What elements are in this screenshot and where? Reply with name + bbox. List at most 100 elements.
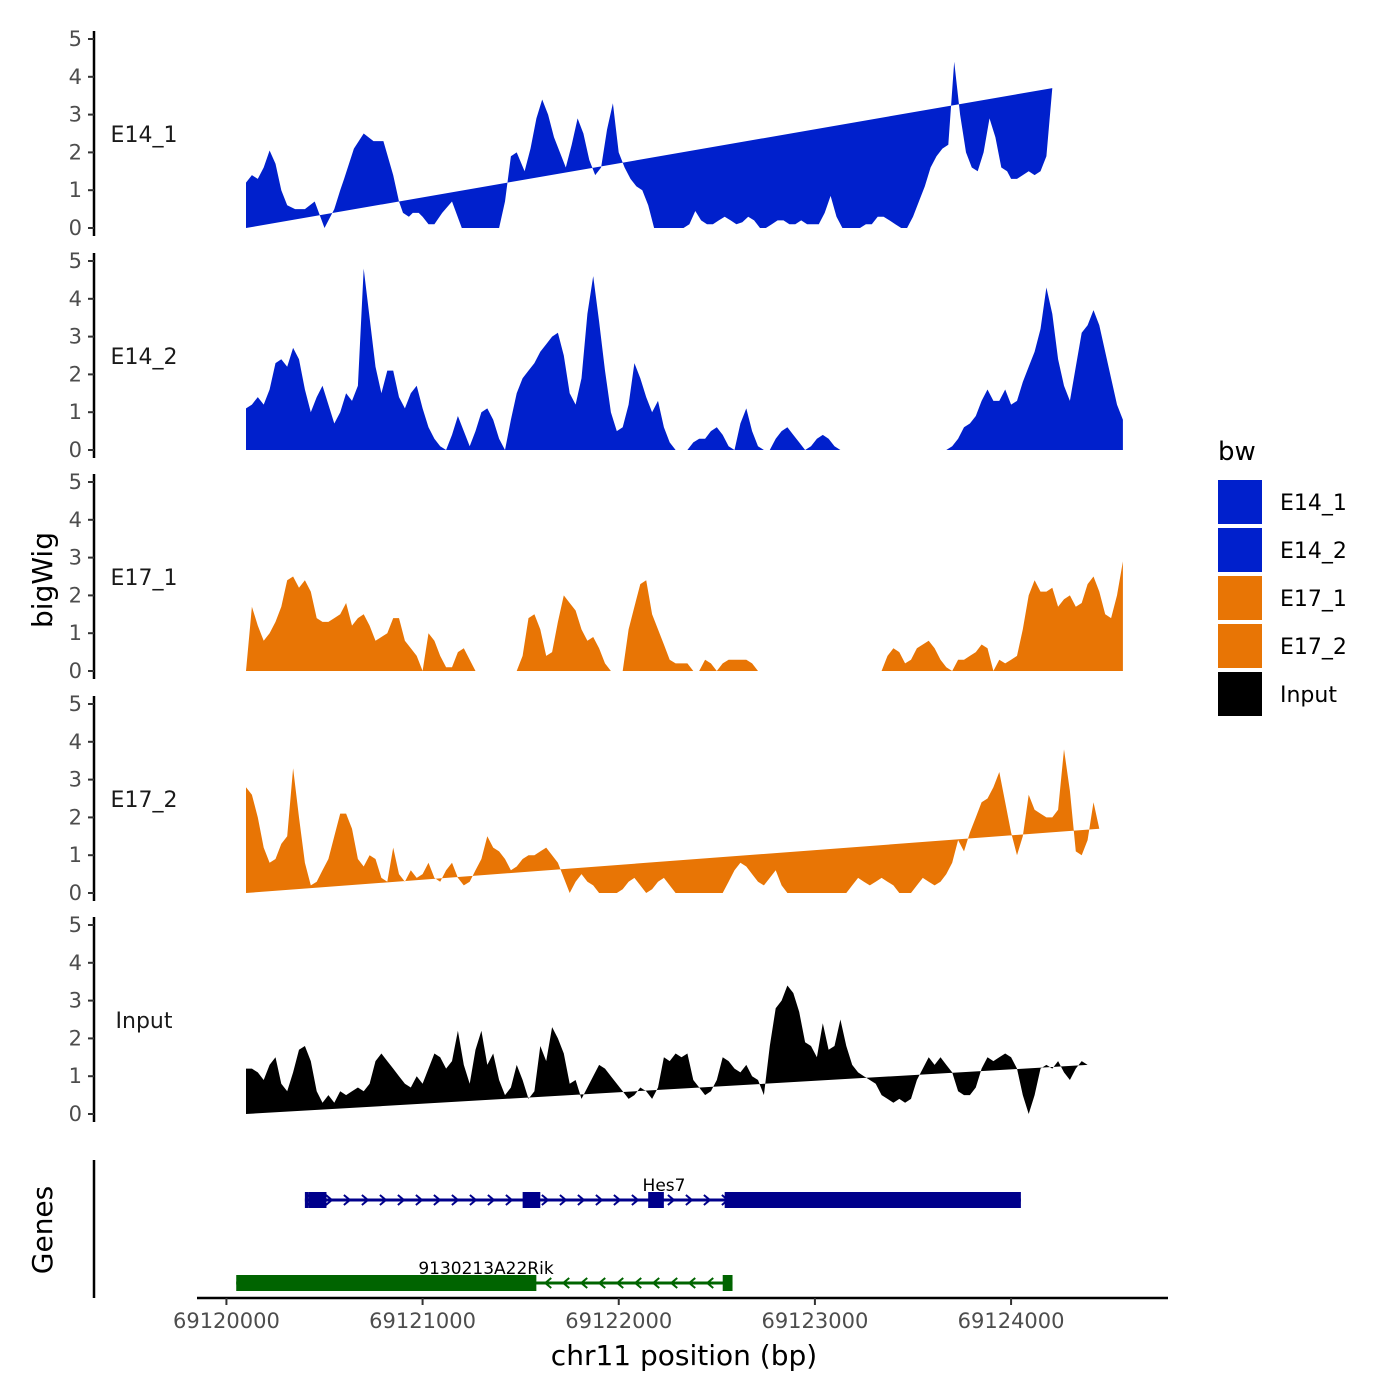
y-tick-label: 4 — [69, 65, 82, 89]
y-tick-label: 3 — [69, 546, 82, 570]
x-tick-label: 69121000 — [369, 1309, 476, 1333]
y-tick-label: 0 — [69, 216, 82, 240]
coverage-area — [246, 268, 1123, 450]
track-e14-2: 0 1 2 3 4 5 E14_2 — [69, 249, 1123, 462]
strand-chevron — [651, 1277, 660, 1289]
gene-exon — [722, 1275, 733, 1291]
x-tick-label: 69120000 — [173, 1309, 280, 1333]
strand-chevron — [433, 1194, 442, 1206]
track-label: E17_1 — [111, 566, 178, 591]
gene-exon — [724, 1192, 1021, 1208]
y-tick-label: 5 — [69, 27, 82, 51]
y-tick-label: 5 — [69, 470, 82, 494]
legend-swatch — [1218, 576, 1262, 620]
strand-chevron — [343, 1194, 352, 1206]
y-tick-label: 0 — [69, 438, 82, 462]
track-e14-1: 0 1 2 3 4 5 E14_1 — [69, 27, 1053, 240]
gene-exon — [308, 1192, 327, 1208]
y-axis-title: bigWig — [26, 532, 59, 628]
strand-chevron — [577, 1194, 586, 1206]
gene-exon — [522, 1192, 541, 1208]
strand-chevron — [559, 1194, 568, 1206]
strand-chevron — [633, 1277, 642, 1289]
x-tick-label: 69123000 — [761, 1309, 868, 1333]
legend-title: bw — [1218, 437, 1256, 467]
y-tick-label: 1 — [69, 1064, 82, 1088]
track-label: Input — [116, 1009, 173, 1034]
y-tick-label: 2 — [69, 1026, 82, 1050]
legend-swatch — [1218, 480, 1262, 524]
strand-chevron — [669, 1277, 678, 1289]
strand-chevron — [705, 1277, 714, 1289]
x-tick-label: 69122000 — [565, 1309, 672, 1333]
strand-chevron — [397, 1194, 406, 1206]
genes-axis-title: Genes — [26, 1186, 59, 1274]
strand-chevron — [615, 1277, 624, 1289]
legend-label: Input — [1280, 683, 1337, 708]
strand-chevron — [325, 1194, 334, 1206]
legend-swatch — [1218, 624, 1262, 668]
track-label: E17_2 — [111, 788, 178, 813]
y-tick-label: 3 — [69, 103, 82, 127]
legend-label: E17_1 — [1280, 587, 1347, 612]
strand-chevron — [687, 1277, 696, 1289]
y-tick-label: 3 — [69, 989, 82, 1013]
strand-chevron — [469, 1194, 478, 1206]
track-e17-1: 0 1 2 3 4 5 E17_1 — [69, 470, 1123, 683]
strand-chevron — [379, 1194, 388, 1206]
y-tick-label: 0 — [69, 659, 82, 683]
coverage-area — [246, 561, 1123, 671]
strand-chevron — [595, 1194, 604, 1206]
y-tick-label: 1 — [69, 400, 82, 424]
gene-name-label: Hes7 — [643, 1176, 686, 1196]
y-tick-label: 2 — [69, 805, 82, 829]
strand-chevron — [579, 1277, 588, 1289]
strand-chevron — [451, 1194, 460, 1206]
gene-hes7: Hes7 — [304, 1176, 1021, 1208]
track-input: 0 1 2 3 4 5 Input — [69, 913, 1088, 1126]
legend-label: E14_2 — [1280, 539, 1347, 564]
strand-chevron — [543, 1277, 552, 1289]
track-e17-2: 0 1 2 3 4 5 E17_2 — [69, 692, 1100, 905]
x-axis: 69120000 69121000 69122000 69123000 69124000 — [173, 1296, 1168, 1333]
y-tick-label: 4 — [69, 508, 82, 532]
y-tick-label: 4 — [69, 730, 82, 754]
gene-exon — [236, 1275, 537, 1291]
track-label: E14_2 — [111, 345, 178, 370]
genes-layer: Hes7 9130213A22Rik — [92, 1160, 1021, 1298]
coverage-area — [246, 61, 1053, 229]
legend: bw E14_1 E14_2 E17_1 E17_2 Input — [1218, 437, 1347, 716]
gene-exon — [648, 1192, 664, 1208]
strand-chevron — [597, 1277, 606, 1289]
x-tick-label: 69124000 — [958, 1309, 1065, 1333]
x-axis-title: chr11 position (bp) — [551, 1339, 817, 1372]
y-tick-label: 3 — [69, 325, 82, 349]
strand-chevron — [561, 1277, 570, 1289]
y-tick-label: 2 — [69, 140, 82, 164]
gene-9130213a22rik: 9130213A22Rik — [236, 1259, 733, 1291]
legend-label: E17_2 — [1280, 635, 1347, 660]
strand-chevron — [631, 1194, 640, 1206]
strand-chevron — [541, 1194, 550, 1206]
strand-chevron — [613, 1194, 622, 1206]
track-label: E14_1 — [111, 123, 178, 148]
y-tick-label: 4 — [69, 287, 82, 311]
strand-chevron — [685, 1194, 694, 1206]
y-tick-label: 4 — [69, 951, 82, 975]
gene-exon — [304, 1192, 309, 1208]
coverage-area — [246, 749, 1100, 893]
y-tick-label: 2 — [69, 583, 82, 607]
strand-chevron — [703, 1194, 712, 1206]
y-tick-label: 2 — [69, 362, 82, 386]
y-tick-label: 0 — [69, 881, 82, 905]
gene-name-label: 9130213A22Rik — [418, 1259, 554, 1279]
coverage-area — [246, 985, 1088, 1114]
strand-chevron — [667, 1194, 676, 1206]
legend-label: E14_1 — [1280, 491, 1347, 516]
strand-chevron — [361, 1194, 370, 1206]
y-tick-label: 1 — [69, 621, 82, 645]
y-tick-label: 3 — [69, 768, 82, 792]
y-tick-label: 1 — [69, 843, 82, 867]
